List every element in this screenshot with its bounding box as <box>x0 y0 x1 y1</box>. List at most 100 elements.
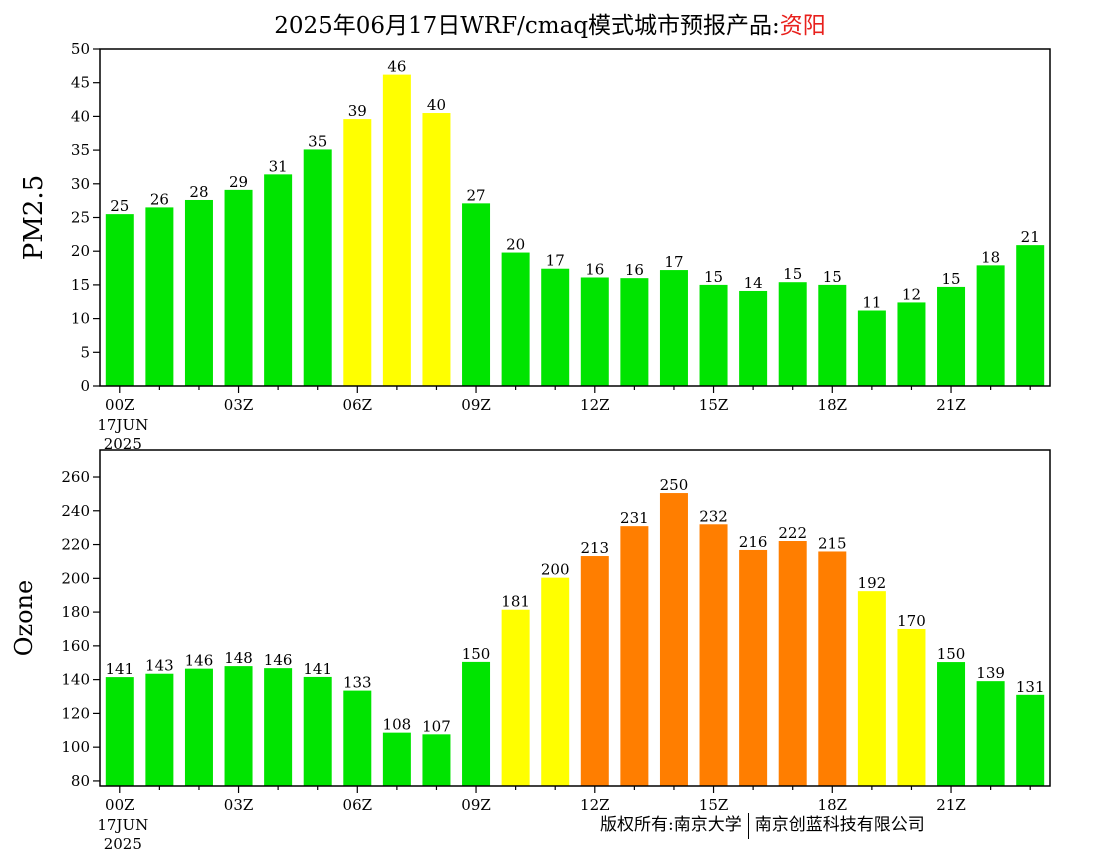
ozone-y-tick-label: 260 <box>61 468 90 486</box>
pm25-bar <box>976 265 1005 386</box>
ozone-y-tick-label: 200 <box>61 569 90 587</box>
pm25-x-tick-label: 06Z <box>343 396 373 414</box>
pm25-bar-label: 14 <box>744 274 763 292</box>
pm25-bar-label: 29 <box>229 173 248 191</box>
pm25-bar-label: 18 <box>981 248 1000 266</box>
pm25-x-tick-label: 18Z <box>818 396 848 414</box>
ozone-bar <box>620 526 649 786</box>
ozone-bar <box>422 734 451 786</box>
ozone-bar-label: 150 <box>462 645 491 663</box>
pm25-bar <box>620 278 649 386</box>
pm25-bar-label: 35 <box>308 132 327 150</box>
pm25-y-tick-label: 20 <box>71 242 90 260</box>
pm25-bar-label: 11 <box>862 294 881 312</box>
ozone-bar <box>739 549 768 786</box>
pm25-x-tick-label: 21Z <box>936 396 966 414</box>
pm25-bar-label: 15 <box>704 268 723 286</box>
pm25-bar <box>382 74 411 386</box>
ozone-x-tick-label: 12Z <box>580 796 610 814</box>
pm25-x-date-label: 2025 <box>104 435 142 453</box>
ozone-bar <box>897 628 926 786</box>
pm25-y-tick-label: 50 <box>71 40 90 58</box>
ozone-bar <box>580 556 609 786</box>
ozone-bar-label: 133 <box>343 674 372 692</box>
ozone-y-tick-label: 100 <box>61 738 90 756</box>
ozone-bar-label: 200 <box>541 561 570 579</box>
ozone-x-tick-label: 00Z <box>105 796 135 814</box>
ozone-bar-label: 108 <box>383 716 412 734</box>
ozone-bar-label: 143 <box>145 657 174 675</box>
ozone-x-tick-label: 09Z <box>461 796 491 814</box>
ozone-bar <box>818 551 847 786</box>
pm25-bar <box>184 199 213 386</box>
ozone-y-tick-label: 120 <box>61 704 90 722</box>
pm25-x-tick-label: 12Z <box>580 396 610 414</box>
pm25-bar <box>739 290 768 386</box>
pm25-bar-label: 26 <box>150 190 169 208</box>
pm25-bar-label: 20 <box>506 236 525 254</box>
chart-title: 2025年06月17日WRF/cmaq模式城市预报产品:资阳 <box>0 6 1100 40</box>
ozone-bar-label: 222 <box>778 524 807 542</box>
ozone-x-date-label: 2025 <box>104 835 142 850</box>
ozone-y-tick-label: 80 <box>71 772 90 790</box>
pm25-bar <box>105 214 134 386</box>
ozone-bar-label: 146 <box>264 651 293 669</box>
ozone-plot-frame <box>99 449 1051 787</box>
ozone-bar-label: 148 <box>224 649 253 667</box>
pm25-bar <box>659 270 688 386</box>
ozone-x-tick-label: 03Z <box>224 796 254 814</box>
pm25-bar <box>580 277 609 386</box>
ozone-bar-label: 141 <box>105 660 134 678</box>
copyright-label: 版权所有: <box>600 815 674 835</box>
pm25-bar <box>303 149 332 386</box>
pm25-bar-label: 16 <box>625 261 644 279</box>
ozone-bar <box>659 493 688 786</box>
ozone-bar <box>303 676 332 786</box>
ozone-bar <box>264 668 293 786</box>
ozone-bar-label: 215 <box>818 534 847 552</box>
copyright-org2: 南京创蓝科技有限公司 <box>754 815 925 835</box>
pm25-x-tick-label: 15Z <box>699 396 729 414</box>
ozone-bar <box>145 673 174 786</box>
pm25-y-axis-label: PM2.5 <box>19 175 49 260</box>
pm25-bar <box>422 113 451 386</box>
pm25-y-tick-label: 30 <box>71 175 90 193</box>
pm25-bar <box>937 286 966 386</box>
ozone-bar-label: 216 <box>739 533 768 551</box>
pm25-bar-label: 15 <box>941 270 960 288</box>
ozone-y-tick-label: 240 <box>61 502 90 520</box>
ozone-bar-label: 192 <box>858 574 887 592</box>
pm25-bar <box>145 207 174 386</box>
pm25-bar-label: 17 <box>664 253 683 271</box>
pm25-bar-label: 31 <box>269 157 288 175</box>
pm25-bar-label: 17 <box>546 252 565 270</box>
ozone-chart: 141 143 146 148 146 141 133 108 107 150 181 200 213 2… <box>10 449 1051 850</box>
pm25-chart: 25 26 28 29 31 35 39 46 40 27 20 17 16 16 17 15 14 15 15 11… <box>19 40 1051 453</box>
pm25-x-tick-label: 03Z <box>224 396 254 414</box>
ozone-bar-label: 181 <box>501 593 530 611</box>
pm25-bar <box>343 119 372 386</box>
ozone-bar-label: 139 <box>976 664 1005 682</box>
pm25-bar-label: 28 <box>189 183 208 201</box>
ozone-bar <box>184 668 213 786</box>
pm25-bar <box>462 203 491 386</box>
ozone-bar <box>382 732 411 786</box>
pm25-bar-label: 15 <box>823 268 842 286</box>
pm25-bar <box>818 284 847 386</box>
pm25-y-tick-label: 35 <box>71 141 90 159</box>
title-prefix: 2025年06月17日WRF/cmaq模式城市预报产品: <box>274 13 780 39</box>
pm25-bar-label: 16 <box>585 260 604 278</box>
ozone-bar-label: 250 <box>660 476 689 494</box>
ozone-bar-label: 170 <box>897 612 926 630</box>
ozone-y-tick-label: 140 <box>61 671 90 689</box>
copyright-separator <box>747 812 749 839</box>
ozone-bar <box>105 677 134 786</box>
pm25-y-tick-label: 0 <box>80 377 90 395</box>
ozone-x-tick-label: 15Z <box>699 796 729 814</box>
pm25-bar <box>501 252 530 386</box>
pm25-bar <box>897 302 926 386</box>
pm25-y-tick-label: 10 <box>71 310 90 328</box>
pm25-bar <box>264 174 293 386</box>
ozone-y-tick-label: 160 <box>61 637 90 655</box>
